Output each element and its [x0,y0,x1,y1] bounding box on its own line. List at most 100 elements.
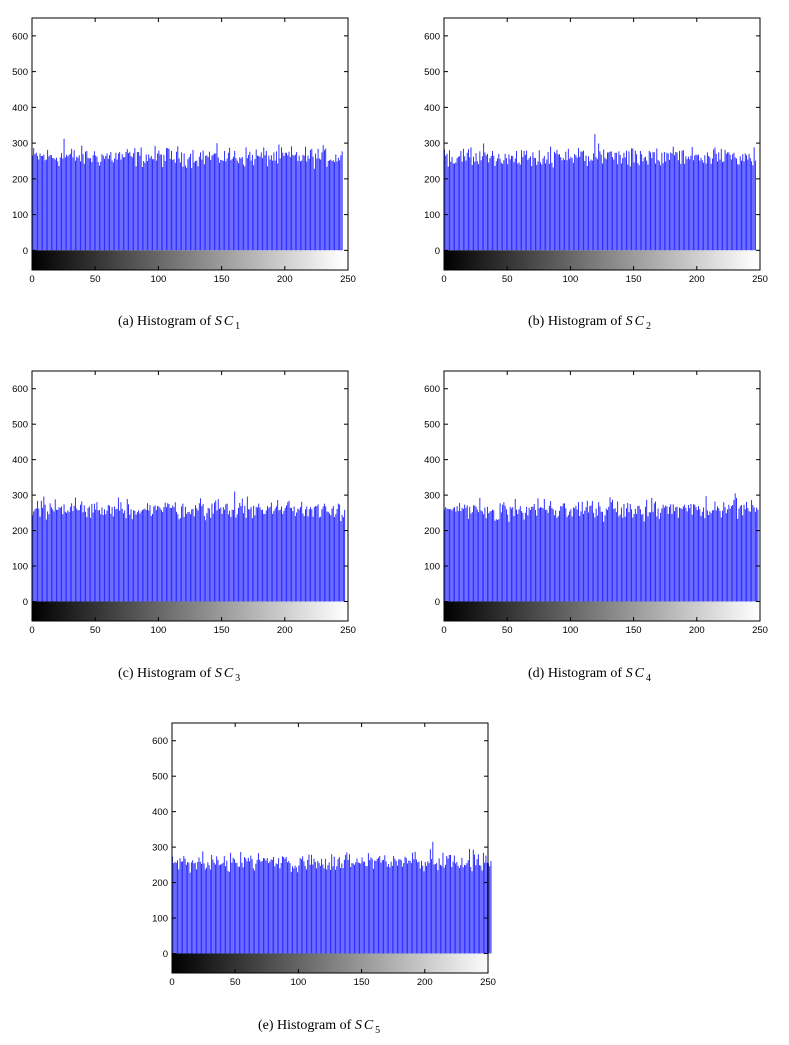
histogram-bar [184,506,186,602]
histogram-bar [407,863,409,954]
histogram-bar [475,506,477,602]
histogram-bar [680,508,682,602]
histogram-bar [192,149,194,251]
histogram-bar [667,153,669,251]
caption-symbol: SC [625,666,646,681]
histogram-bar [175,862,177,954]
histogram-bar [461,161,463,251]
histogram-bar [404,856,406,954]
histogram-bar [112,162,114,251]
histogram-bar [234,150,236,251]
y-tick-label: 300 [424,491,440,502]
histogram-bar [64,511,66,602]
histogram-bar [116,508,118,602]
histogram-bar [270,502,272,602]
histogram-bar [293,506,295,602]
histogram-bar [690,155,692,251]
histogram-bar [414,851,416,954]
histogram-bar [43,496,45,602]
histogram-bar [192,508,194,602]
histogram-bar [458,868,460,954]
x-tick-label: 0 [441,274,446,285]
histogram-bar [643,157,645,251]
histogram-bar [245,147,247,251]
histogram-bar [318,863,320,954]
histogram-bar [226,158,228,251]
histogram-bar [619,514,621,602]
histogram-bar [376,858,378,954]
histogram-bar [203,164,205,251]
histogram-bar [418,861,420,954]
histogram-bar [238,507,239,602]
histogram-bar [725,153,727,251]
histogram-bar [90,158,92,251]
histogram-bar [77,157,79,251]
histogram-bar [590,505,592,602]
histogram-bar [105,155,107,251]
histogram-bar [722,510,723,602]
histogram-bar [593,512,595,602]
histogram-bar [74,160,76,251]
histogram-bar [222,507,224,602]
histogram-bar [164,160,166,251]
histogram-bar [670,152,672,251]
histogram-bar [279,158,281,251]
y-tick-label: 500 [152,772,168,783]
histogram-bar [265,510,267,602]
histogram-bar [232,857,234,954]
histogram-bar [272,513,274,602]
histogram-bar [145,510,147,602]
histogram-bar [304,865,306,954]
histogram-bar [155,510,157,602]
histogram-bar [165,148,167,251]
histogram-bar [713,149,715,251]
histogram-bar [267,166,269,251]
x-tick-label: 50 [90,625,101,636]
histogram-bar [273,511,275,602]
histogram-bar [474,854,476,954]
histogram-bar [340,155,342,251]
histogram-bar [37,500,38,602]
histogram-bar [426,865,427,954]
histogram-bar [615,152,617,251]
histogram-bar [559,510,560,602]
histogram-bar [689,508,691,602]
histogram-bar [280,863,282,954]
histogram-bar [210,159,212,251]
histogram-bar [449,509,450,602]
histogram-bar [179,858,181,954]
histogram-bar [284,858,286,954]
histogram-bar [473,156,474,251]
histogram-bar [434,864,436,954]
histogram-bar [455,863,457,954]
histogram-bar [259,156,261,251]
histogram-bar [518,509,520,602]
histogram-bar [728,504,730,602]
y-tick-label: 400 [12,103,28,114]
histogram-bar [464,156,466,251]
histogram-bar [459,156,461,251]
histogram-bar [322,145,324,251]
histogram-bar [450,161,452,251]
histogram-bar [67,510,69,602]
histogram-bar [457,865,459,954]
histogram-bar [191,509,193,602]
histogram-bar [162,512,164,602]
histogram-bar [537,498,539,602]
histogram-bar [516,150,517,251]
histogram-bar [422,865,424,954]
histogram-bar [502,163,504,251]
histogram-bar [351,863,353,954]
histogram-bar [93,503,95,602]
histogram-bar [241,862,243,954]
grayscale-colorbar [444,601,759,621]
histogram-bar [570,156,572,251]
histogram-bar [653,152,655,251]
histogram-bar [290,871,292,954]
histogram-bar [47,511,49,602]
y-tick-label: 600 [152,736,168,747]
histogram-bar [152,513,153,602]
histogram-bar [672,504,674,602]
